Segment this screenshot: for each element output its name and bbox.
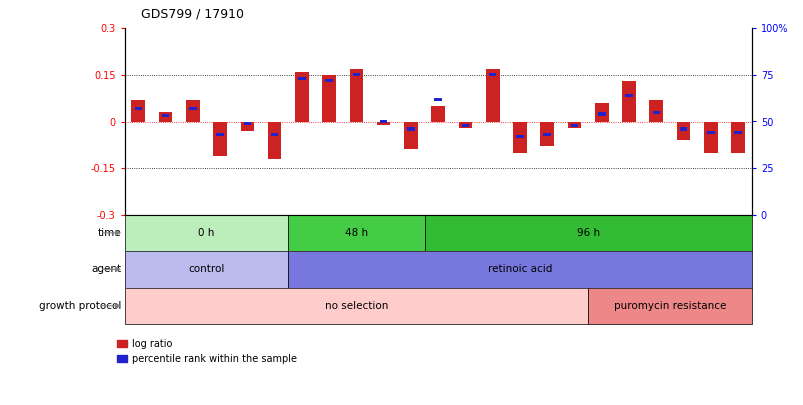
- Bar: [325, 79, 332, 82]
- Bar: [570, 124, 577, 127]
- Bar: [588, 288, 751, 324]
- Bar: [543, 133, 550, 136]
- Text: puromycin resistance: puromycin resistance: [613, 301, 725, 311]
- Bar: [243, 122, 251, 125]
- Legend: log ratio, percentile rank within the sample: log ratio, percentile rank within the sa…: [113, 335, 300, 368]
- Text: control: control: [188, 264, 224, 274]
- Bar: [540, 122, 553, 146]
- Bar: [216, 133, 223, 136]
- Text: growth protocol: growth protocol: [39, 301, 121, 311]
- Text: 0 h: 0 h: [198, 228, 214, 238]
- Bar: [424, 215, 751, 251]
- Text: agent: agent: [92, 264, 121, 274]
- Bar: [267, 122, 281, 159]
- Bar: [488, 73, 495, 77]
- Text: 48 h: 48 h: [344, 228, 368, 238]
- Bar: [298, 77, 305, 80]
- Bar: [240, 122, 254, 131]
- Bar: [625, 94, 632, 97]
- Bar: [271, 133, 278, 136]
- Bar: [287, 215, 424, 251]
- Bar: [377, 122, 390, 125]
- Bar: [652, 111, 659, 114]
- Bar: [213, 122, 226, 156]
- Bar: [185, 100, 199, 122]
- Bar: [134, 107, 142, 110]
- Bar: [124, 251, 287, 288]
- Bar: [189, 107, 196, 110]
- Bar: [404, 122, 418, 149]
- Bar: [161, 114, 169, 117]
- Text: GDS799 / 17910: GDS799 / 17910: [141, 7, 243, 20]
- Bar: [349, 69, 363, 122]
- Text: 96 h: 96 h: [576, 228, 599, 238]
- Bar: [458, 122, 471, 128]
- Bar: [124, 215, 287, 251]
- Bar: [512, 122, 526, 153]
- Bar: [287, 251, 751, 288]
- Bar: [461, 124, 469, 127]
- Bar: [353, 73, 360, 77]
- Bar: [597, 113, 605, 115]
- Bar: [622, 81, 635, 122]
- Text: time: time: [98, 228, 121, 238]
- Bar: [703, 122, 717, 153]
- Bar: [158, 112, 172, 122]
- Bar: [380, 120, 387, 123]
- Bar: [516, 135, 523, 138]
- Bar: [322, 75, 336, 122]
- Bar: [131, 100, 145, 122]
- Bar: [406, 128, 414, 130]
- Text: retinoic acid: retinoic acid: [487, 264, 552, 274]
- Bar: [649, 100, 662, 122]
- Bar: [434, 98, 442, 101]
- Text: no selection: no selection: [324, 301, 388, 311]
- Bar: [676, 122, 690, 140]
- Bar: [567, 122, 581, 128]
- Bar: [733, 131, 741, 134]
- Bar: [706, 131, 714, 134]
- Bar: [124, 288, 588, 324]
- Bar: [594, 103, 608, 122]
- Bar: [679, 128, 687, 130]
- Bar: [731, 122, 744, 153]
- Bar: [431, 106, 444, 121]
- Bar: [485, 69, 499, 122]
- Bar: [295, 72, 308, 122]
